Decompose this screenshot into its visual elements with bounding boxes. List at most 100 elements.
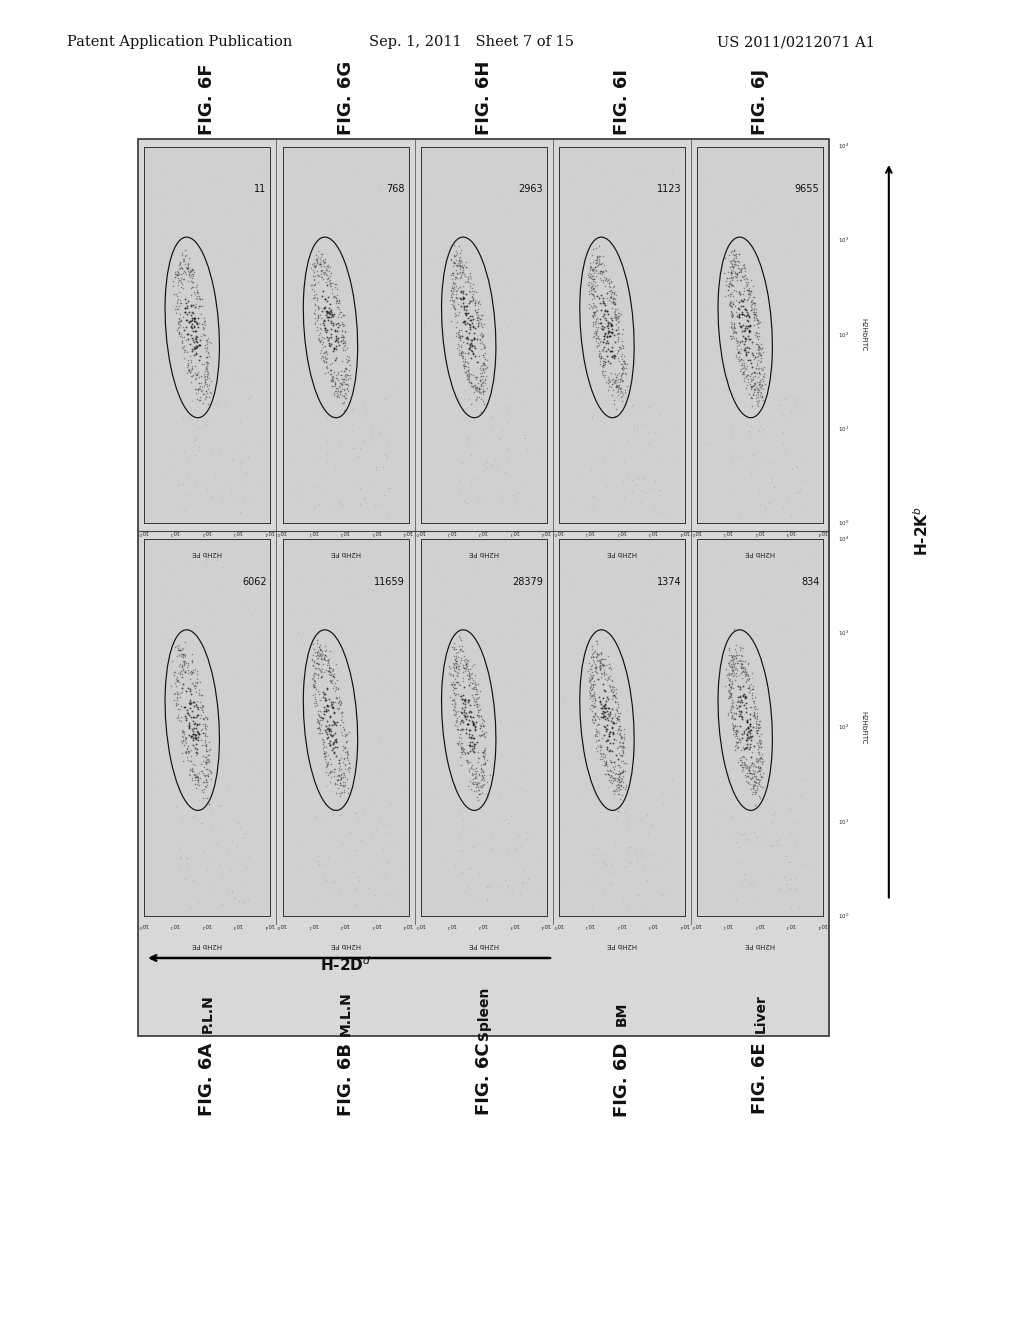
Point — [318, 678, 335, 700]
Point — [607, 807, 624, 828]
Point — [184, 758, 201, 779]
Point — [183, 315, 200, 337]
Point — [613, 358, 630, 379]
Point — [304, 685, 321, 706]
Point — [738, 273, 755, 294]
Point — [581, 265, 597, 286]
Point — [166, 689, 182, 710]
Point — [372, 862, 388, 883]
Point — [315, 297, 332, 318]
Point — [587, 305, 603, 326]
Point — [322, 300, 338, 321]
Point — [188, 705, 205, 726]
Point — [497, 271, 513, 292]
Point — [181, 742, 198, 763]
Point — [601, 289, 617, 310]
Point — [182, 741, 199, 762]
Point — [657, 351, 674, 372]
Point — [514, 873, 530, 894]
Point — [753, 730, 769, 751]
Point — [725, 211, 741, 232]
Point — [224, 882, 241, 903]
Point — [606, 685, 623, 706]
Point — [728, 345, 744, 366]
Point — [454, 640, 470, 661]
Point — [728, 652, 744, 673]
Point — [318, 756, 335, 777]
Point — [322, 364, 338, 385]
Point — [589, 247, 605, 268]
Point — [470, 684, 486, 705]
Point — [609, 737, 626, 758]
Point — [601, 772, 617, 793]
Point — [168, 797, 184, 818]
Point — [314, 572, 331, 593]
Point — [604, 862, 621, 883]
Point — [379, 433, 395, 454]
Point — [620, 836, 636, 857]
Point — [174, 677, 190, 698]
Point — [629, 851, 645, 873]
Point — [187, 367, 204, 388]
Point — [452, 639, 468, 660]
Point — [200, 327, 216, 348]
Point — [176, 723, 193, 744]
Point — [494, 450, 510, 471]
Point — [473, 327, 489, 348]
Point — [470, 700, 486, 721]
Point — [456, 645, 472, 667]
Point — [729, 697, 745, 718]
Point — [745, 380, 762, 401]
Point — [724, 647, 740, 668]
Text: 10$^1$: 10$^1$ — [170, 527, 181, 537]
Point — [731, 292, 748, 313]
Point — [477, 726, 494, 747]
Point — [605, 292, 622, 313]
Point — [752, 345, 768, 366]
Point — [196, 354, 212, 375]
Point — [585, 711, 601, 733]
Point — [613, 762, 630, 783]
Point — [307, 663, 324, 684]
Point — [189, 767, 206, 788]
Point — [443, 636, 460, 657]
Point — [314, 653, 331, 675]
Point — [174, 656, 190, 677]
Point — [586, 642, 602, 663]
Point — [736, 822, 753, 843]
Point — [447, 651, 464, 672]
Point — [334, 739, 350, 760]
Point — [583, 282, 599, 304]
Point — [471, 346, 487, 367]
Point — [198, 470, 214, 491]
Point — [463, 727, 479, 748]
Point — [751, 189, 767, 210]
Point — [181, 718, 198, 739]
Point — [475, 742, 492, 763]
Point — [447, 255, 464, 276]
Point — [585, 676, 601, 697]
Point — [318, 260, 335, 281]
Text: H2HbFiTC: H2HbFiTC — [860, 318, 866, 351]
Point — [314, 280, 331, 301]
Point — [607, 371, 624, 392]
Point — [318, 275, 335, 296]
Point — [203, 763, 219, 784]
Point — [453, 281, 469, 302]
Point — [464, 280, 480, 301]
Point — [492, 428, 508, 449]
Point — [182, 261, 199, 282]
Point — [593, 735, 609, 756]
Point — [475, 358, 492, 379]
Point — [460, 272, 476, 293]
Point — [598, 700, 614, 721]
Point — [380, 478, 396, 499]
Point — [753, 337, 769, 358]
Point — [166, 282, 182, 304]
Point — [458, 327, 474, 348]
Point — [210, 387, 226, 408]
Point — [609, 341, 626, 362]
Point — [207, 598, 223, 619]
Point — [598, 260, 614, 281]
Point — [184, 710, 201, 731]
